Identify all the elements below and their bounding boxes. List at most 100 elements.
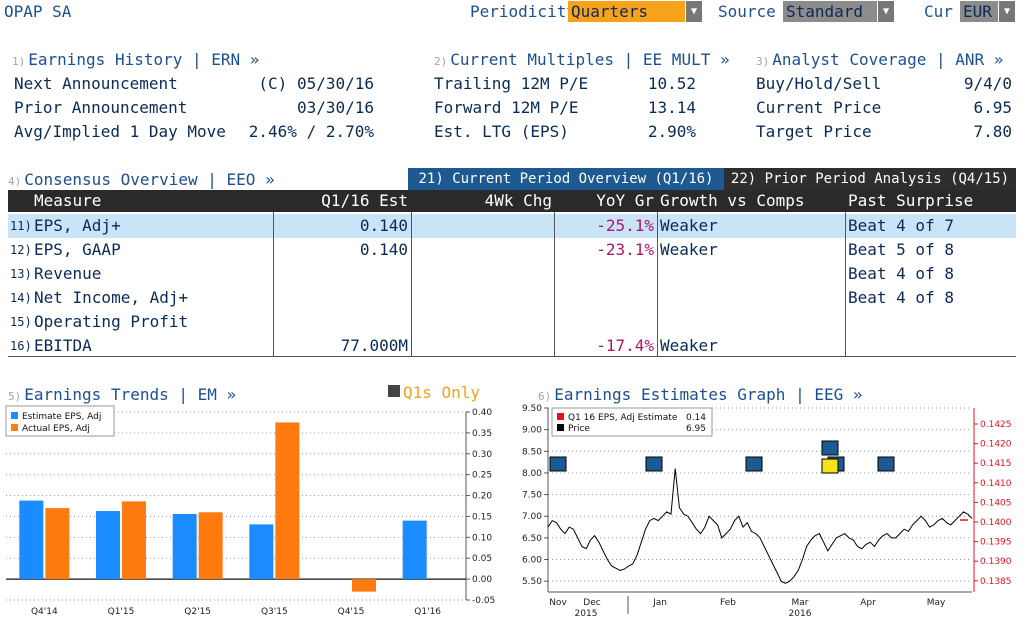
table-cell-comps: Weaker <box>660 336 718 355</box>
y-tick-label: 0.15 <box>472 512 492 522</box>
table-row[interactable]: 12) EPS, GAAP 0.140 -23.1% Weaker Beat 5 of 8 <box>8 238 1016 262</box>
estimate-bar <box>249 524 274 580</box>
next-announcement-value: (C) 05/30/16 <box>258 74 374 93</box>
x-tick-label: Q4'14 <box>31 607 58 617</box>
legend-label: Estimate EPS, Adj <box>22 412 101 422</box>
consensus-overview-link[interactable]: 4) Consensus Overview | EEO » <box>8 170 275 189</box>
event-marker-icon <box>821 440 839 456</box>
tab-prior-period[interactable]: 22) Prior Period Analysis (Q4/15) <box>724 168 1016 190</box>
table-cell-est: 0.140 <box>359 240 408 259</box>
table-cell-yoy: -23.1% <box>596 240 654 259</box>
x-tick-label: Dec <box>583 598 600 608</box>
checkbox-icon[interactable] <box>388 385 400 397</box>
est-ltg-value: 2.90% <box>647 122 696 141</box>
event-marker-icon <box>877 456 895 472</box>
table-cell-comps <box>660 262 840 286</box>
legend-swatch <box>11 412 18 419</box>
currency-dropdown[interactable]: EUR <box>960 1 998 22</box>
analyst-coverage-link[interactable]: 3) Analyst Coverage | ANR » <box>756 50 1003 69</box>
event-marker-icon <box>549 456 567 472</box>
event-marker-icon <box>745 456 763 472</box>
table-cell-num: 14) <box>10 291 32 305</box>
y-tick-label: 0.35 <box>472 429 492 439</box>
event-marker-icon <box>821 458 839 474</box>
periodicity-dropdown[interactable]: Quarters <box>568 1 685 22</box>
trailing-pe-value: 10.52 <box>647 74 696 93</box>
current-multiples-link[interactable]: 2) Current Multiples | EE MULT » <box>434 50 730 69</box>
q1s-only-toggle[interactable]: Q1s Only <box>403 383 481 402</box>
table-row[interactable]: 16) EBITDA 77.000M -17.4% Weaker <box>8 334 1016 358</box>
table-cell-yoy <box>556 262 654 286</box>
table-cell-comps <box>660 286 840 310</box>
table-cell-num: 16) <box>10 339 32 353</box>
header-measure: Measure <box>34 191 102 210</box>
avg-move-value: 2.46% / 2.70% <box>248 122 374 141</box>
table-cell-measure: Revenue <box>34 264 102 283</box>
section-number: 1) <box>12 55 26 68</box>
right-tick-label: 0.1385 <box>980 577 1012 587</box>
table-row[interactable]: 13) Revenue Beat 4 of 8 <box>8 262 1016 286</box>
legend-value: 0.14 <box>686 413 706 423</box>
chevron-down-icon[interactable]: ▼ <box>999 1 1015 22</box>
y-tick-label: -0.05 <box>472 596 495 606</box>
prior-announcement-value: 03/30/16 <box>296 98 374 117</box>
table-cell-chg <box>412 310 552 334</box>
section-title: Consensus Overview | EEO » <box>24 170 275 189</box>
actual-bar <box>275 422 300 580</box>
price-line <box>547 468 973 584</box>
table-cell-surprise: Beat 4 of 7 <box>848 216 954 235</box>
y-tick-label: 0.10 <box>472 533 492 543</box>
chevron-down-icon[interactable]: ▼ <box>878 1 894 22</box>
chart-legend <box>5 405 115 437</box>
tab-current-period[interactable]: 21) Current Period Overview (Q1/16) <box>408 168 724 190</box>
legend-label: Actual EPS, Adj <box>22 424 90 434</box>
y-tick-label: 0.40 <box>472 408 492 418</box>
legend-label: Price <box>568 424 590 434</box>
right-tick-label: 0.1400 <box>980 518 1012 528</box>
right-tick-label: 0.1420 <box>980 440 1012 450</box>
section-number: 4) <box>8 175 22 188</box>
current-price-label: Current Price <box>756 98 882 117</box>
table-cell-num: 13) <box>10 267 32 281</box>
y-tick-label: 8.00 <box>522 469 542 479</box>
next-announcement-label: Next Announcement <box>14 74 178 93</box>
table-cell-comps <box>660 310 840 334</box>
table-row[interactable]: 15) Operating Profit <box>8 310 1016 334</box>
estimate-bar <box>96 511 120 580</box>
legend-value: 6.95 <box>686 424 706 434</box>
earnings-history-link[interactable]: 1) Earnings History | ERN » <box>12 50 259 69</box>
table-cell-est <box>276 310 408 334</box>
source-dropdown[interactable]: Standard <box>783 1 877 22</box>
forward-pe-value: 13.14 <box>647 98 696 117</box>
table-cell-surprise: Beat 4 of 8 <box>848 288 954 307</box>
table-cell-surprise: Beat 5 of 8 <box>848 240 954 259</box>
table-cell-num: 12) <box>10 243 32 257</box>
earnings-trends-link[interactable]: 5) Earnings Trends | EM » <box>8 385 236 404</box>
x-tick-label: Mar <box>792 598 809 608</box>
table-row[interactable]: 14) Net Income, Adj+ Beat 4 of 8 <box>8 286 1016 310</box>
year-label: 2016 <box>789 609 812 619</box>
y-tick-label: 0.00 <box>472 575 492 585</box>
column-divider <box>554 212 555 356</box>
right-tick-label: 0.1395 <box>980 538 1012 548</box>
x-tick-label: Q3'15 <box>261 607 288 617</box>
x-tick-label: Jan <box>652 598 667 608</box>
table-cell-est: 0.140 <box>359 216 408 235</box>
target-price-label: Target Price <box>756 122 872 141</box>
column-divider <box>845 212 846 356</box>
table-cell-surprise <box>848 334 1008 358</box>
earnings-graph-link[interactable]: 6) Earnings Estimates Graph | EEG » <box>538 385 863 404</box>
chevron-down-icon[interactable]: ▼ <box>686 1 702 22</box>
row-highlight <box>8 214 1016 238</box>
header-estimate: Q1/16 Est <box>321 191 408 210</box>
table-cell-chg <box>412 238 552 262</box>
periodicity-label: Periodicity <box>470 2 576 21</box>
x-tick-label: Q1'16 <box>414 607 441 617</box>
table-cell-chg <box>412 262 552 286</box>
y-tick-label: 9.50 <box>522 404 542 414</box>
table-cell-surprise <box>848 310 1008 334</box>
y-tick-label: 6.50 <box>522 534 542 544</box>
currency-label: Cur <box>924 2 953 21</box>
legend-swatch <box>557 413 564 420</box>
table-row[interactable]: 11) EPS, Adj+ 0.140 -25.1% Weaker Beat 4 of 7 <box>8 214 1016 238</box>
